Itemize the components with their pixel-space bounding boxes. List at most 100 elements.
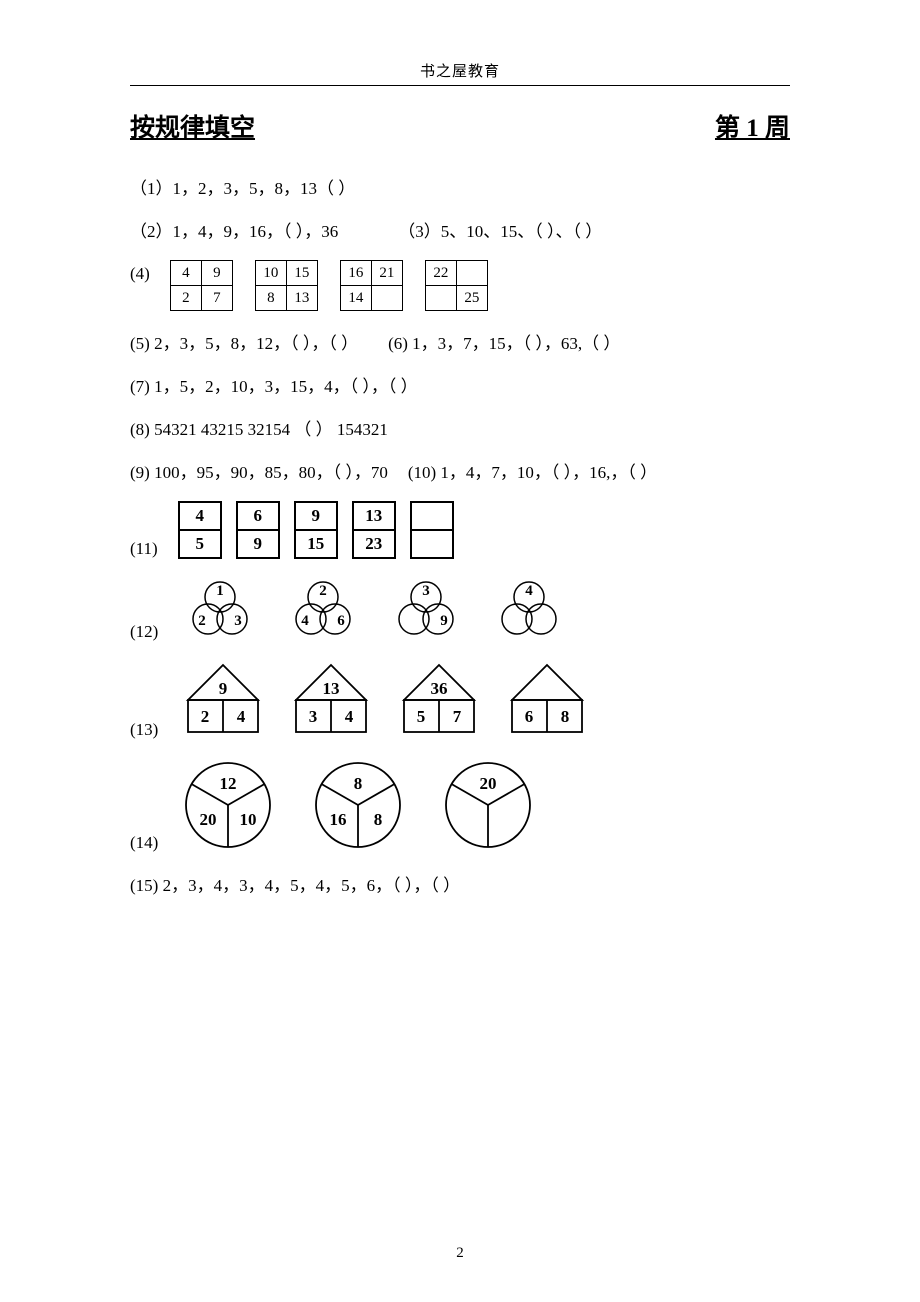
q4-cell: 4 (170, 261, 201, 286)
header-label: 书之屋教育 (130, 60, 790, 81)
q14-svgs: 122010816820 (178, 758, 538, 853)
q5-q6-row: (5) 2，3，5，8，12，（ ），（ ） (6) 1，3，7，15，（ ），… (130, 329, 790, 354)
q10: (10) 1，4，7，10，（ ），16,，（ ） (408, 458, 657, 483)
q13-house: 92 4 (178, 660, 268, 740)
q13-label: (13) (130, 720, 158, 740)
svg-text:10: 10 (240, 810, 257, 829)
q4-grid: 1015813 (255, 260, 318, 311)
q4-grid: 162114 (340, 260, 403, 311)
q4-grid: 4927 (170, 260, 233, 311)
q13-house: 13 3 4 (286, 660, 376, 740)
q13-row: (13) 9241334365768 (130, 660, 790, 740)
q2-q3-row: （2）1，4，9，16，（ ），36 （3）5、10、15、（ ）、（ ） (130, 217, 790, 242)
q15: (15) 2，3，4，3，4，5，4，5，6，（ ），（ ） (130, 871, 790, 896)
svg-text:8: 8 (374, 810, 383, 829)
svg-text:8: 8 (354, 774, 363, 793)
q4-cell: 14 (340, 286, 371, 311)
q11-label: (11) (130, 539, 158, 559)
title-right: 第 1 周 (715, 108, 790, 144)
q4-grids: 4927 1015813 162114 2225 (170, 260, 510, 311)
q4-cell: 13 (286, 286, 317, 311)
q11-row: (11) 45699151323 (130, 501, 790, 559)
q12-svgs: 123246394 (178, 577, 572, 642)
q11-cell: 9 (237, 530, 279, 558)
svg-text:2: 2 (320, 583, 328, 599)
q11-cell: 9 (295, 502, 337, 530)
q11-cell: 6 (237, 502, 279, 530)
svg-text:20: 20 (200, 810, 217, 829)
svg-text:4: 4 (345, 707, 354, 726)
svg-text:2: 2 (201, 707, 210, 726)
q14-circle: 20 (438, 758, 538, 853)
svg-text:3: 3 (309, 707, 318, 726)
q9-q10-row: (9) 100，95，90，85，80，（ ），70 (10) 1，4，7，10… (130, 458, 790, 483)
q12-venn: 24 6 (281, 577, 366, 642)
q11-cell: 4 (179, 502, 221, 530)
q9: (9) 100，95，90，85，80，（ ），70 (130, 458, 388, 483)
svg-text:1: 1 (217, 583, 225, 599)
q6: (6) 1，3，7，15，（ ），63,（ ） (388, 329, 620, 354)
title-row: 按规律填空 第 1 周 (130, 108, 790, 144)
svg-text:20: 20 (480, 774, 497, 793)
q4-cell (371, 286, 402, 311)
q11-cell (411, 530, 453, 558)
svg-text:9: 9 (219, 679, 228, 698)
svg-text:3: 3 (423, 583, 431, 599)
q11-pair: 69 (236, 501, 280, 559)
q11-pair: 1323 (352, 501, 396, 559)
q11-cell (411, 502, 453, 530)
svg-text:4: 4 (526, 583, 534, 599)
svg-text:12: 12 (220, 774, 237, 793)
q11-pair: 45 (178, 501, 222, 559)
q4-cell: 21 (371, 261, 402, 286)
svg-text:6: 6 (525, 707, 534, 726)
q14-row: (14) 122010816820 (130, 758, 790, 853)
header-divider (130, 85, 790, 86)
q11-pair (410, 501, 454, 559)
svg-text:4: 4 (237, 707, 246, 726)
q12-label: (12) (130, 622, 158, 642)
q12-venn: 4 (487, 577, 572, 642)
q12-venn: 123 (178, 577, 263, 642)
q11-cell: 5 (179, 530, 221, 558)
q4-cell: 8 (255, 286, 286, 311)
q11-cell: 13 (353, 502, 395, 530)
svg-text:36: 36 (431, 679, 448, 698)
q4-cell: 2 (170, 286, 201, 311)
page-number: 2 (0, 1245, 920, 1262)
q4-cell: 10 (255, 261, 286, 286)
svg-text:6: 6 (338, 613, 346, 629)
q11-cell: 15 (295, 530, 337, 558)
q11-tables: 45699151323 (178, 501, 468, 559)
q4-cell: 22 (425, 261, 456, 286)
q14-label: (14) (130, 833, 158, 853)
svg-text:9: 9 (441, 613, 449, 629)
svg-text:8: 8 (561, 707, 570, 726)
svg-text:3: 3 (235, 613, 243, 629)
q7: (7) 1，5，2，10，3，15，4，（ ），（ ） (130, 372, 790, 397)
q4-cell: 7 (201, 286, 232, 311)
title-left: 按规律填空 (130, 108, 255, 144)
q3: （3）5、10、15、（ ）、（ ） (398, 217, 602, 242)
q12-row: (12) 123246394 (130, 577, 790, 642)
q11-cell: 23 (353, 530, 395, 558)
svg-text:13: 13 (323, 679, 340, 698)
q4-cell: 16 (340, 261, 371, 286)
q4-cell: 25 (456, 286, 487, 311)
q1: （1）1，2，3，5，8，13（ ） (130, 174, 790, 199)
q4-grid: 2225 (425, 260, 488, 311)
svg-text:4: 4 (302, 613, 310, 629)
q12-venn: 39 (384, 577, 469, 642)
q13-svgs: 9241334365768 (178, 660, 592, 740)
q11-pair: 915 (294, 501, 338, 559)
q2: （2）1，4，9，16，（ ），36 (130, 217, 338, 242)
q13-house: 68 (502, 660, 592, 740)
q14-circle: 8 16 8 (308, 758, 408, 853)
page: 书之屋教育 按规律填空 第 1 周 （1）1，2，3，5，8，13（ ） （2）… (0, 0, 920, 1302)
q14-circle: 1220 10 (178, 758, 278, 853)
q4-cell: 15 (286, 261, 317, 286)
q4-cell (456, 261, 487, 286)
svg-text:16: 16 (330, 810, 347, 829)
q4-cell (425, 286, 456, 311)
q5: (5) 2，3，5，8，12，（ ），（ ） (130, 329, 358, 354)
